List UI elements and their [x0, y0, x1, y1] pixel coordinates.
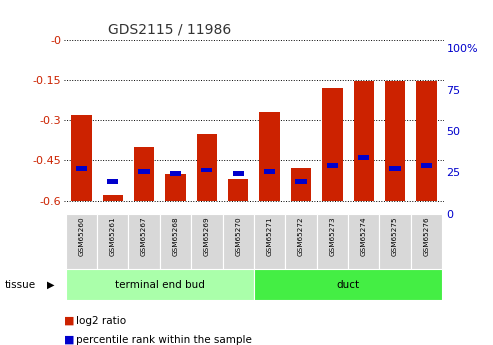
- Bar: [107, 179, 118, 184]
- Text: GSM65276: GSM65276: [423, 217, 429, 256]
- Bar: [160, 214, 191, 269]
- Text: percentile rank within the sample: percentile rank within the sample: [76, 335, 252, 345]
- Text: GSM65275: GSM65275: [392, 217, 398, 256]
- Bar: [197, 134, 217, 200]
- Bar: [170, 171, 181, 176]
- Text: GSM65268: GSM65268: [173, 217, 178, 256]
- Text: GSM65267: GSM65267: [141, 217, 147, 256]
- Text: GDS2115 / 11986: GDS2115 / 11986: [108, 22, 232, 37]
- Bar: [416, 81, 437, 200]
- Bar: [228, 179, 248, 200]
- Bar: [165, 174, 186, 200]
- Text: GSM65270: GSM65270: [235, 217, 241, 256]
- Text: tissue: tissue: [5, 280, 36, 289]
- Bar: [411, 214, 442, 269]
- Bar: [322, 88, 343, 200]
- Text: ■: ■: [64, 335, 74, 345]
- Bar: [317, 214, 348, 269]
- Text: log2 ratio: log2 ratio: [76, 316, 127, 326]
- Bar: [201, 168, 212, 172]
- Text: GSM65269: GSM65269: [204, 217, 210, 256]
- Bar: [97, 214, 128, 269]
- Text: GSM65273: GSM65273: [329, 217, 335, 256]
- Bar: [191, 214, 222, 269]
- Bar: [327, 163, 338, 168]
- Text: duct: duct: [336, 280, 359, 289]
- Bar: [134, 147, 154, 200]
- Bar: [259, 112, 280, 200]
- Text: GSM65260: GSM65260: [78, 217, 84, 256]
- Bar: [66, 214, 97, 269]
- Bar: [421, 163, 432, 168]
- Text: ■: ■: [64, 316, 74, 326]
- Bar: [285, 214, 317, 269]
- Bar: [139, 169, 150, 174]
- Bar: [348, 214, 380, 269]
- Bar: [291, 168, 311, 200]
- Text: ▶: ▶: [47, 280, 54, 289]
- Bar: [353, 81, 374, 200]
- Bar: [254, 269, 442, 300]
- Bar: [71, 115, 92, 200]
- Text: GSM65271: GSM65271: [267, 217, 273, 256]
- Bar: [380, 214, 411, 269]
- Bar: [389, 166, 401, 171]
- Bar: [295, 179, 307, 184]
- Bar: [358, 155, 369, 159]
- Text: GSM65272: GSM65272: [298, 217, 304, 256]
- Bar: [128, 214, 160, 269]
- Bar: [76, 166, 87, 171]
- Bar: [233, 171, 244, 176]
- Bar: [264, 169, 275, 174]
- Bar: [103, 195, 123, 200]
- Text: terminal end bud: terminal end bud: [115, 280, 205, 289]
- Bar: [385, 81, 405, 200]
- Bar: [66, 269, 254, 300]
- Text: GSM65261: GSM65261: [110, 217, 116, 256]
- Bar: [254, 214, 285, 269]
- Text: GSM65274: GSM65274: [361, 217, 367, 256]
- Bar: [222, 214, 254, 269]
